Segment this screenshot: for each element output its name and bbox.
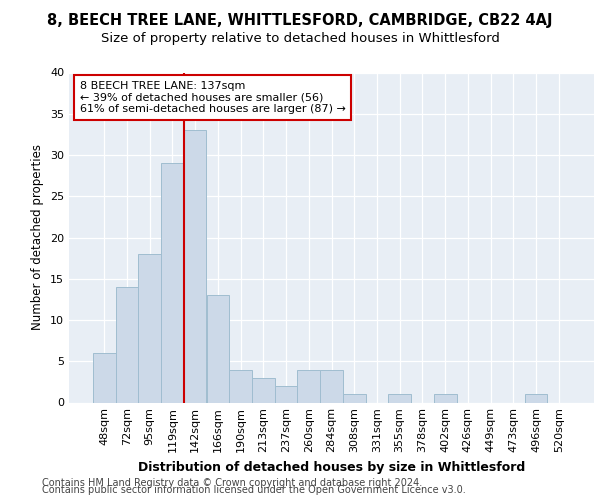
- Bar: [116, 287, 139, 403]
- Text: Contains HM Land Registry data © Crown copyright and database right 2024.: Contains HM Land Registry data © Crown c…: [42, 478, 422, 488]
- Text: Contains public sector information licensed under the Open Government Licence v3: Contains public sector information licen…: [42, 485, 466, 495]
- Bar: [343, 394, 365, 402]
- Bar: [184, 130, 206, 402]
- Bar: [93, 353, 116, 403]
- Bar: [524, 394, 547, 402]
- Bar: [229, 370, 252, 402]
- Bar: [434, 394, 457, 402]
- Bar: [275, 386, 298, 402]
- X-axis label: Distribution of detached houses by size in Whittlesford: Distribution of detached houses by size …: [138, 461, 525, 474]
- Bar: [320, 370, 343, 402]
- Bar: [161, 163, 184, 402]
- Bar: [206, 295, 229, 403]
- Bar: [298, 370, 320, 402]
- Y-axis label: Number of detached properties: Number of detached properties: [31, 144, 44, 330]
- Text: 8 BEECH TREE LANE: 137sqm
← 39% of detached houses are smaller (56)
61% of semi-: 8 BEECH TREE LANE: 137sqm ← 39% of detac…: [79, 80, 346, 114]
- Text: Size of property relative to detached houses in Whittlesford: Size of property relative to detached ho…: [101, 32, 499, 45]
- Bar: [252, 378, 275, 402]
- Bar: [388, 394, 411, 402]
- Text: 8, BEECH TREE LANE, WHITTLESFORD, CAMBRIDGE, CB22 4AJ: 8, BEECH TREE LANE, WHITTLESFORD, CAMBRI…: [47, 13, 553, 28]
- Bar: [139, 254, 161, 402]
